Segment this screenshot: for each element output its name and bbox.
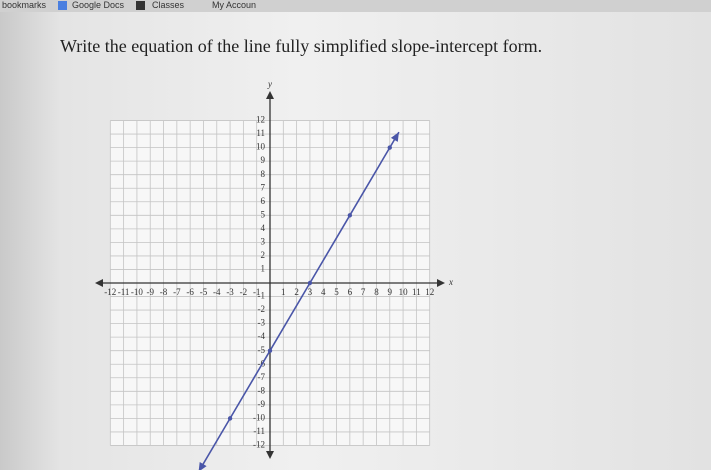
bookmark[interactable]: bookmarks: [2, 0, 47, 10]
bookmark[interactable]: Classes: [152, 0, 185, 10]
x-tick-label: 6: [348, 287, 353, 297]
x-tick-label: 5: [334, 287, 339, 297]
y-tick-label: 7: [261, 182, 266, 192]
y-tick-label: 3: [261, 236, 266, 246]
y-tick-label: 5: [261, 209, 266, 219]
x-tick-label: -5: [200, 287, 208, 297]
y-tick-label: -1: [258, 291, 266, 301]
y-tick-label: 11: [256, 128, 265, 138]
docs-icon: [58, 1, 67, 10]
y-tick-label: -6: [258, 358, 266, 368]
y-tick-label: -4: [258, 331, 266, 341]
x-tick-label: -10: [131, 287, 143, 297]
y-tick-label: 12: [256, 115, 265, 125]
x-tick-label: 9: [388, 287, 393, 297]
x-axis-label: x: [448, 277, 453, 287]
y-tick-label: -10: [253, 412, 265, 422]
x-tick-label: 12: [425, 287, 434, 297]
x-tick-label: 8: [374, 287, 379, 297]
line-arrow: [390, 132, 399, 142]
x-tick-label: -6: [186, 287, 194, 297]
x-tick-label: -11: [118, 287, 130, 297]
data-point: [227, 416, 233, 421]
bookmarks-bar: bookmarks Google Docs Classes My Accoun: [0, 0, 711, 12]
data-point: [267, 348, 273, 353]
x-tick-label: 11: [412, 287, 421, 297]
x-tick-label: -12: [104, 287, 116, 297]
x-tick-label: -2: [240, 287, 248, 297]
y-tick-label: -3: [258, 318, 266, 328]
line-arrow: [198, 462, 207, 470]
y-tick-label: 4: [261, 223, 266, 233]
y-tick-label: 8: [261, 169, 266, 179]
bookmark[interactable]: My Accoun: [212, 0, 257, 10]
y-tick-label: -8: [258, 385, 266, 395]
x-tick-label: 1: [281, 287, 286, 297]
x-tick-label: -8: [160, 287, 168, 297]
x-tick-label: -9: [146, 287, 154, 297]
x-tick-label: 7: [361, 287, 366, 297]
x-tick-label: -7: [173, 287, 181, 297]
question: Write the equation of the line fully sim…: [60, 36, 543, 56]
bookmark[interactable]: Google Docs: [72, 0, 125, 10]
y-axis-label: y: [267, 79, 272, 89]
classes-icon: [136, 1, 145, 10]
data-point: [387, 145, 392, 150]
x-tick-label: 4: [321, 287, 326, 297]
y-tick-label: 9: [261, 155, 266, 165]
x-tick-label: -3: [226, 287, 234, 297]
y-tick-label: -12: [253, 440, 265, 450]
data-point: [307, 280, 313, 286]
x-tick-label: -4: [213, 287, 221, 297]
y-tick-label: 1: [261, 264, 266, 274]
y-tick-label: 2: [261, 250, 266, 260]
y-tick-label: -11: [253, 426, 265, 436]
y-tick-label: -5: [258, 345, 266, 355]
y-tick-label: 10: [256, 142, 266, 152]
y-tick-label: -9: [258, 399, 266, 409]
y-tick-label: 6: [261, 196, 266, 206]
y-tick-label: -7: [258, 372, 266, 382]
x-tick-label: 2: [294, 287, 299, 297]
x-tick-label: -1: [253, 287, 261, 297]
x-tick-label: 3: [308, 287, 313, 297]
x-tick-label: 10: [399, 287, 409, 297]
data-point: [347, 213, 353, 218]
y-tick-label: -2: [258, 304, 266, 314]
